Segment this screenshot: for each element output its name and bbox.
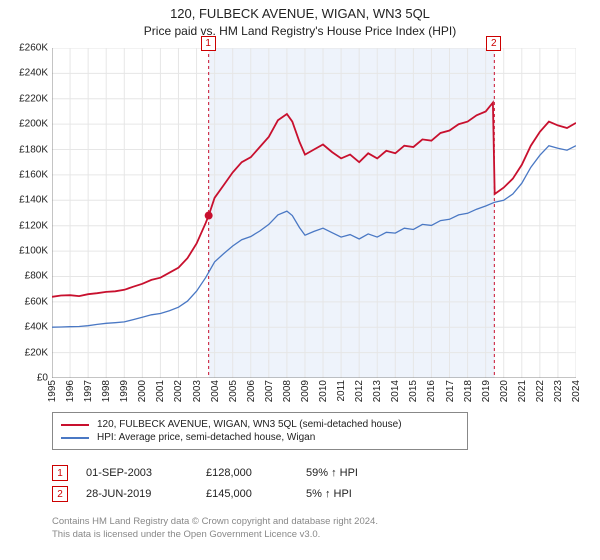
y-tick-label: £200K xyxy=(4,119,48,130)
y-tick-label: £60K xyxy=(4,296,48,307)
event-marker-box: 2 xyxy=(486,36,501,51)
marker-pct-2: 5% ↑ HPI xyxy=(306,488,416,500)
legend-box: 120, FULBECK AVENUE, WIGAN, WN3 5QL (sem… xyxy=(52,412,468,450)
x-tick-label: 2003 xyxy=(192,380,203,402)
y-tick-label: £20K xyxy=(4,347,48,358)
marker-pct-1: 59% ↑ HPI xyxy=(306,467,416,479)
legend-row-property: 120, FULBECK AVENUE, WIGAN, WN3 5QL (sem… xyxy=(61,419,459,430)
y-tick-label: £120K xyxy=(4,220,48,231)
x-tick-label: 2021 xyxy=(517,380,528,402)
legend-swatch-hpi xyxy=(61,437,89,439)
x-tick-label: 2011 xyxy=(336,380,347,402)
marker-date-1: 01-SEP-2003 xyxy=(86,467,206,479)
marker-num-2: 2 xyxy=(52,486,68,502)
x-tick-label: 2024 xyxy=(571,380,582,402)
y-tick-label: £160K xyxy=(4,169,48,180)
chart-container: 120, FULBECK AVENUE, WIGAN, WN3 5QL Pric… xyxy=(0,0,600,560)
x-tick-label: 2006 xyxy=(246,380,257,402)
y-tick-label: £80K xyxy=(4,271,48,282)
x-tick-label: 2019 xyxy=(481,380,492,402)
x-tick-label: 2001 xyxy=(155,380,166,402)
x-tick-label: 2005 xyxy=(228,380,239,402)
marker-row-2: 2 28-JUN-2019 £145,000 5% ↑ HPI xyxy=(52,486,576,502)
x-tick-label: 2013 xyxy=(372,380,383,402)
marker-price-1: £128,000 xyxy=(206,467,306,479)
y-tick-label: £240K xyxy=(4,68,48,79)
x-tick-label: 2012 xyxy=(354,380,365,402)
x-tick-label: 2014 xyxy=(390,380,401,402)
marker-date-2: 28-JUN-2019 xyxy=(86,488,206,500)
title-block: 120, FULBECK AVENUE, WIGAN, WN3 5QL Pric… xyxy=(0,0,600,38)
chart-subtitle: Price paid vs. HM Land Registry's House … xyxy=(0,24,600,38)
x-tick-label: 2018 xyxy=(463,380,474,402)
footer-line-1: Contains HM Land Registry data © Crown c… xyxy=(52,516,576,529)
x-tick-label: 1998 xyxy=(101,380,112,402)
legend-row-hpi: HPI: Average price, semi-detached house,… xyxy=(61,432,459,443)
sale-markers-table: 1 01-SEP-2003 £128,000 59% ↑ HPI 2 28-JU… xyxy=(52,460,576,507)
y-tick-label: £180K xyxy=(4,144,48,155)
event-marker-box: 1 xyxy=(201,36,216,51)
y-tick-label: £100K xyxy=(4,246,48,257)
x-tick-label: 2000 xyxy=(137,380,148,402)
x-tick-label: 2008 xyxy=(282,380,293,402)
y-tick-label: £260K xyxy=(4,43,48,54)
x-tick-label: 2010 xyxy=(318,380,329,402)
x-tick-label: 1997 xyxy=(83,380,94,402)
x-tick-label: 2015 xyxy=(408,380,419,402)
x-tick-label: 2004 xyxy=(210,380,221,402)
marker-price-2: £145,000 xyxy=(206,488,306,500)
x-tick-label: 1996 xyxy=(65,380,76,402)
chart-svg xyxy=(52,48,576,378)
x-tick-label: 2002 xyxy=(173,380,184,402)
legend-label-property: 120, FULBECK AVENUE, WIGAN, WN3 5QL (sem… xyxy=(97,419,402,430)
x-tick-label: 1999 xyxy=(119,380,130,402)
marker-num-1: 1 xyxy=(52,465,68,481)
footer-line-2: This data is licensed under the Open Gov… xyxy=(52,529,576,542)
x-tick-label: 2023 xyxy=(553,380,564,402)
x-tick-label: 2017 xyxy=(445,380,456,402)
x-tick-label: 2007 xyxy=(264,380,275,402)
legend-label-hpi: HPI: Average price, semi-detached house,… xyxy=(97,432,315,443)
chart-title: 120, FULBECK AVENUE, WIGAN, WN3 5QL xyxy=(0,6,600,21)
chart-plot-area xyxy=(52,48,576,378)
x-tick-label: 2009 xyxy=(300,380,311,402)
y-tick-label: £220K xyxy=(4,93,48,104)
x-tick-label: 2022 xyxy=(535,380,546,402)
x-tick-label: 2016 xyxy=(426,380,437,402)
x-tick-label: 1995 xyxy=(47,380,58,402)
legend-swatch-property xyxy=(61,424,89,426)
x-tick-label: 2020 xyxy=(499,380,510,402)
marker-row-1: 1 01-SEP-2003 £128,000 59% ↑ HPI xyxy=(52,465,576,481)
y-tick-label: £0 xyxy=(4,373,48,384)
y-tick-label: £40K xyxy=(4,322,48,333)
y-tick-label: £140K xyxy=(4,195,48,206)
footer-attribution: Contains HM Land Registry data © Crown c… xyxy=(52,516,576,542)
